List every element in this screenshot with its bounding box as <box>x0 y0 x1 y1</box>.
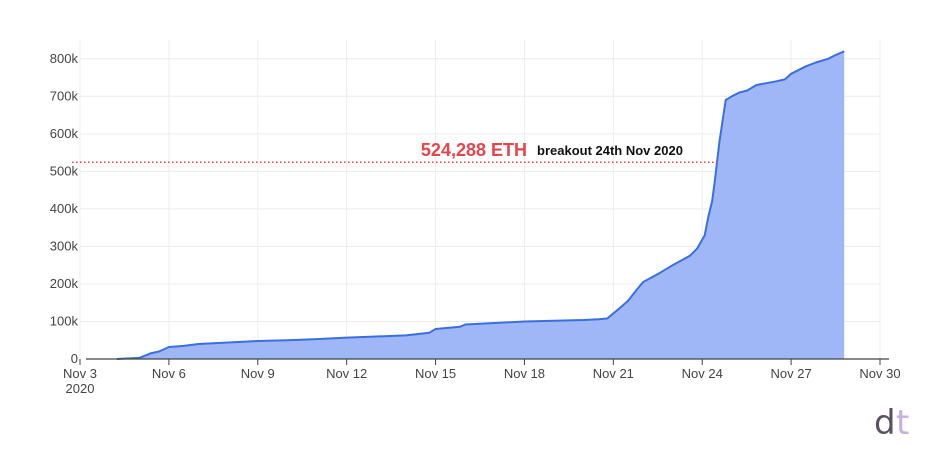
series-line <box>116 50 845 360</box>
x-tick-label: Nov 12 <box>326 366 367 381</box>
x-tick-label: Nov 9 <box>241 366 275 381</box>
x-tick-label: Nov 27 <box>771 366 812 381</box>
y-axis-labels: 0 100k 200k 300k 400k 500k 600k 700k 800k <box>50 51 79 366</box>
x-tick-label: Nov 24 <box>682 366 723 381</box>
y-tick-label: 700k <box>50 88 79 103</box>
y-tick-label: 200k <box>50 276 79 291</box>
x-tick-label: Nov 3 <box>63 366 97 381</box>
y-tick-label: 0 <box>71 351 78 366</box>
logo: d t <box>874 403 909 442</box>
y-tick-label: 800k <box>50 51 79 66</box>
annotation-value: 524,288 ETH <box>421 140 527 160</box>
logo-glyph-d: d <box>874 403 896 442</box>
x-tick-label: Nov 18 <box>504 366 545 381</box>
annotation-text: breakout 24th Nov 2020 <box>537 143 683 158</box>
x-tick-label: Nov 21 <box>593 366 634 381</box>
y-tick-label: 300k <box>50 238 79 253</box>
x-tick-label: Nov 30 <box>859 366 900 381</box>
logo-glyph-t: t <box>896 403 909 442</box>
x-tick-label: Nov 15 <box>415 366 456 381</box>
grid <box>79 40 881 359</box>
x-tick-year-label: 2020 <box>66 381 95 396</box>
y-tick-label: 600k <box>50 126 79 141</box>
y-tick-label: 400k <box>50 201 79 216</box>
area-fill <box>117 51 845 360</box>
x-tick-label: Nov 6 <box>152 366 186 381</box>
y-tick-label: 500k <box>50 163 79 178</box>
y-tick-label: 100k <box>50 313 79 328</box>
